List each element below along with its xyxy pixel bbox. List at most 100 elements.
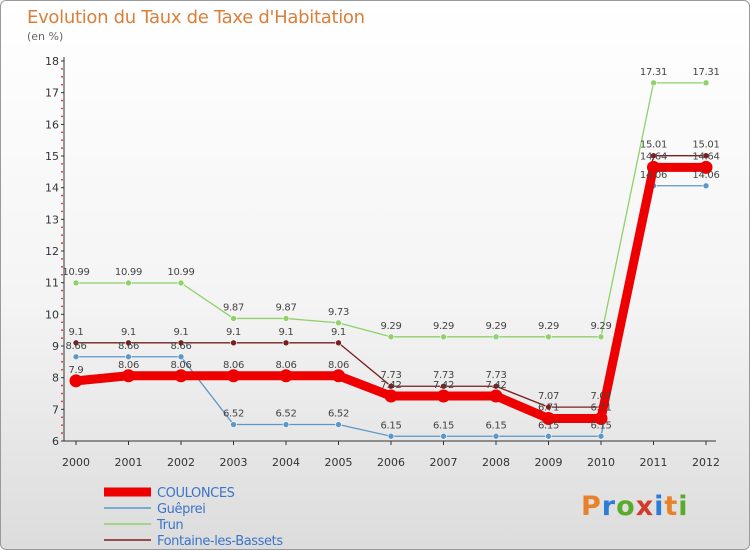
x-tick-label: 2001 (115, 456, 143, 469)
data-label: 10.99 (167, 267, 194, 278)
y-minor-dot (61, 210, 63, 213)
data-label: 8.66 (170, 341, 191, 352)
data-point (492, 432, 500, 440)
x-tick-label: 2002 (167, 456, 195, 469)
data-point (125, 353, 132, 361)
data-label: 9.29 (485, 321, 506, 332)
data-label: 9.1 (68, 327, 83, 338)
legend-label: Fontaine-les-Bassets (157, 534, 283, 549)
y-minor-dot (61, 337, 63, 339)
data-label: 7.07 (590, 391, 611, 402)
data-label: 7.42 (380, 380, 401, 391)
data-point (335, 319, 342, 327)
data-label: 6.52 (328, 409, 349, 420)
data-label: 10.99 (115, 267, 142, 278)
y-tick-label: 13 (45, 213, 59, 226)
data-label: 8.06 (170, 360, 191, 371)
y-minor-dot (61, 258, 63, 260)
logo-letter: x (635, 491, 655, 522)
logo-letter: i (654, 491, 665, 522)
y-tick-label: 18 (45, 55, 59, 68)
data-point (594, 412, 608, 426)
data-label: 7.73 (485, 370, 506, 381)
data-label: 14.64 (640, 151, 667, 162)
y-tick-label: 15 (45, 150, 59, 163)
y-minor-dot (61, 99, 63, 102)
logo-letter: r (601, 491, 617, 522)
legend-label: Trun (156, 518, 183, 533)
data-label: 9.1 (331, 327, 346, 338)
data-label: 9.87 (223, 302, 244, 313)
data-point (177, 279, 185, 287)
proxiti-logo: Proxiti (581, 491, 689, 522)
y-minor-dot (61, 68, 63, 70)
y-tick-label: 16 (45, 118, 59, 131)
data-label: 7.73 (433, 370, 454, 381)
data-point (177, 339, 185, 347)
y-tick-label: 7 (52, 403, 59, 416)
y-tick-label: 6 (52, 435, 59, 448)
data-point (702, 152, 710, 159)
data-label: 6.71 (538, 403, 559, 414)
data-label: 6.15 (590, 420, 611, 431)
y-tick-label: 8 (52, 372, 59, 385)
data-point (282, 339, 290, 347)
y-minor-dot (61, 234, 63, 237)
data-point (230, 421, 237, 428)
data-point (545, 432, 552, 440)
data-point (282, 421, 290, 428)
data-label: 8.66 (118, 341, 139, 352)
data-label: 9.87 (275, 302, 296, 313)
data-point (72, 339, 80, 347)
data-point (597, 432, 605, 440)
x-tick-label: 2003 (220, 456, 248, 469)
data-label: 6.71 (590, 403, 611, 414)
data-point (650, 152, 657, 159)
y-minor-dot (61, 83, 63, 86)
y-minor-dot (61, 416, 63, 419)
y-minor-dot (61, 432, 63, 434)
data-point (72, 353, 80, 361)
data-point (335, 339, 342, 347)
x-tick-label: 2011 (640, 456, 668, 469)
y-minor-dot (61, 265, 63, 268)
x-tick-label: 2000 (62, 456, 90, 469)
y-minor-dot (61, 178, 63, 181)
data-point (440, 382, 447, 390)
data-label: 9.29 (380, 321, 401, 332)
logo-letter: P (581, 491, 602, 522)
y-minor-dot (61, 321, 63, 324)
data-point (597, 333, 605, 341)
data-label: 10.99 (62, 267, 89, 278)
x-tick-label: 2012 (692, 456, 720, 469)
data-label: 7.9 (68, 365, 83, 376)
y-tick-label: 12 (45, 245, 59, 258)
y-minor-dot (61, 360, 63, 363)
y-minor-dot (61, 170, 63, 173)
chart-title: Evolution du Taux de Taxe d'Habitation (27, 7, 365, 28)
data-point (230, 339, 237, 347)
data-point (440, 333, 447, 341)
data-label: 14.06 (640, 170, 667, 181)
data-label: 6.15 (485, 420, 506, 431)
y-minor-dot (61, 242, 63, 244)
chart-unit-label: (en %) (27, 30, 64, 43)
x-tick-label: 2009 (535, 456, 563, 469)
data-label: 9.1 (278, 327, 293, 338)
x-tick-label: 2007 (430, 456, 458, 469)
data-point (647, 160, 660, 174)
y-minor-dot (61, 297, 63, 300)
data-label: 6.52 (275, 409, 296, 420)
data-label: 14.06 (692, 170, 719, 181)
data-point (335, 421, 342, 428)
data-label: 15.01 (692, 140, 719, 151)
data-label: 9.29 (590, 321, 611, 332)
data-point (387, 382, 395, 390)
y-tick-label: 10 (45, 308, 59, 321)
data-label: 7.73 (380, 370, 401, 381)
data-label: 6.15 (433, 420, 454, 431)
x-tick-label: 2010 (587, 456, 615, 469)
x-tick-label: 2004 (272, 456, 300, 469)
